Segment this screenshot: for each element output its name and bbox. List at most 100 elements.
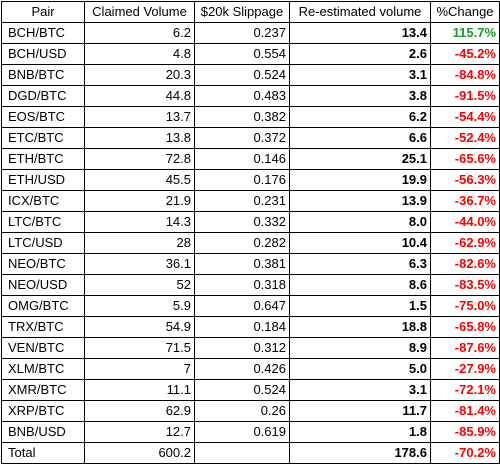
slippage-cell: 0.146 — [194, 148, 290, 170]
table-body: BCH/BTC 6.2 0.237 13.4 115.7% BCH/USD 4.8 0.554… — [1, 22, 500, 464]
pair-cell: BNB/USD — [1, 421, 85, 443]
reestimated-volume-cell: 6.3 — [289, 253, 431, 275]
reestimated-volume-cell: 6.2 — [289, 106, 431, 128]
reestimated-volume-cell: 3.1 — [289, 379, 431, 401]
reestimated-volume-cell: 8.0 — [289, 211, 431, 233]
claimed-volume-cell: 44.8 — [84, 85, 195, 107]
claimed-volume-cell: 72.8 — [84, 148, 195, 170]
change-cell: 115.7% — [430, 22, 500, 44]
change-cell: -36.7% — [430, 190, 500, 212]
claimed-volume-cell: 21.9 — [84, 190, 195, 212]
change-cell: -44.0% — [430, 211, 500, 233]
reestimated-volume-cell: 3.8 — [289, 85, 431, 107]
change-cell: -87.6% — [430, 337, 500, 359]
table-row: ETH/BTC 72.8 0.146 25.1 -65.6% — [1, 148, 500, 170]
slippage-cell: 0.237 — [194, 22, 290, 44]
header-reestimated-volume: Re-estimated volume — [289, 1, 431, 23]
slippage-cell: 0.524 — [194, 379, 290, 401]
slippage-cell: 0.647 — [194, 295, 290, 317]
slippage-cell: 0.26 — [194, 400, 290, 422]
pair-cell: NEO/BTC — [1, 253, 85, 275]
claimed-volume-cell: 11.1 — [84, 379, 195, 401]
pair-cell: NEO/USD — [1, 274, 85, 296]
table-row: LTC/USD 28 0.282 10.4 -62.9% — [1, 232, 500, 254]
change-cell: -81.4% — [430, 400, 500, 422]
table-row: XRP/BTC 62.9 0.26 11.7 -81.4% — [1, 400, 500, 422]
slippage-cell: 0.176 — [194, 169, 290, 191]
table-row: NEO/USD 52 0.318 8.6 -83.5% — [1, 274, 500, 296]
table-row: VEN/BTC 71.5 0.312 8.9 -87.6% — [1, 337, 500, 359]
change-cell: -52.4% — [430, 127, 500, 149]
claimed-volume-cell: 4.8 — [84, 43, 195, 65]
reestimated-volume-cell: 2.6 — [289, 43, 431, 65]
pair-cell: BCH/BTC — [1, 22, 85, 44]
pair-cell: ETH/BTC — [1, 148, 85, 170]
change-cell: -85.9% — [430, 421, 500, 443]
change-cell: -65.8% — [430, 316, 500, 338]
pair-cell: TRX/BTC — [1, 316, 85, 338]
table-row: OMG/BTC 5.9 0.647 1.5 -75.0% — [1, 295, 500, 317]
change-cell: -72.1% — [430, 379, 500, 401]
pair-cell: XMR/BTC — [1, 379, 85, 401]
slippage-cell: 0.372 — [194, 127, 290, 149]
table-row: ETH/USD 45.5 0.176 19.9 -56.3% — [1, 169, 500, 191]
change-cell: -45.2% — [430, 43, 500, 65]
pair-cell: XRP/BTC — [1, 400, 85, 422]
slippage-cell: 0.554 — [194, 43, 290, 65]
reestimated-volume-cell: 11.7 — [289, 400, 431, 422]
claimed-volume-cell: 20.3 — [84, 64, 195, 86]
claimed-volume-cell: 13.7 — [84, 106, 195, 128]
pair-cell: XLM/BTC — [1, 358, 85, 380]
change-cell: -82.6% — [430, 253, 500, 275]
pair-cell: BNB/BTC — [1, 64, 85, 86]
header-change: %Change — [430, 1, 500, 23]
change-cell: -27.9% — [430, 358, 500, 380]
header-claimed-volume: Claimed Volume — [84, 1, 195, 23]
reestimated-volume-cell: 8.6 — [289, 274, 431, 296]
pair-cell: LTC/BTC — [1, 211, 85, 233]
claimed-volume-cell: 5.9 — [84, 295, 195, 317]
slippage-cell: 0.524 — [194, 64, 290, 86]
table-row: BCH/USD 4.8 0.554 2.6 -45.2% — [1, 43, 500, 65]
change-cell: -75.0% — [430, 295, 500, 317]
slippage-cell: 0.184 — [194, 316, 290, 338]
reestimated-volume-cell: 5.0 — [289, 358, 431, 380]
claimed-volume-cell: 62.9 — [84, 400, 195, 422]
table-row: NEO/BTC 36.1 0.381 6.3 -82.6% — [1, 253, 500, 275]
slippage-cell: 0.318 — [194, 274, 290, 296]
table-row: BCH/BTC 6.2 0.237 13.4 115.7% — [1, 22, 500, 44]
slippage-cell: 0.619 — [194, 421, 290, 443]
slippage-cell: 0.381 — [194, 253, 290, 275]
change-cell: -62.9% — [430, 232, 500, 254]
table-row: EOS/BTC 13.7 0.382 6.2 -54.4% — [1, 106, 500, 128]
table-row: BNB/USD 12.7 0.619 1.8 -85.9% — [1, 421, 500, 443]
claimed-volume-cell: 6.2 — [84, 22, 195, 44]
pair-cell: VEN/BTC — [1, 337, 85, 359]
claimed-volume-cell: 7 — [84, 358, 195, 380]
table-row: XLM/BTC 7 0.426 5.0 -27.9% — [1, 358, 500, 380]
slippage-cell: 0.426 — [194, 358, 290, 380]
change-cell: -56.3% — [430, 169, 500, 191]
header-slippage: $20k Slippage — [194, 1, 290, 23]
pair-cell: EOS/BTC — [1, 106, 85, 128]
pair-cell: ETC/BTC — [1, 127, 85, 149]
slippage-cell: 0.483 — [194, 85, 290, 107]
reestimated-volume-cell: 18.8 — [289, 316, 431, 338]
change-cell: -91.5% — [430, 85, 500, 107]
claimed-volume-cell: 52 — [84, 274, 195, 296]
claimed-volume-cell: 45.5 — [84, 169, 195, 191]
claimed-volume-cell: 54.9 — [84, 316, 195, 338]
table-row: BNB/BTC 20.3 0.524 3.1 -84.8% — [1, 64, 500, 86]
table-row: DGD/BTC 44.8 0.483 3.8 -91.5% — [1, 85, 500, 107]
reestimated-volume-cell: 6.6 — [289, 127, 431, 149]
pair-cell: LTC/USD — [1, 232, 85, 254]
reestimated-volume-cell: 13.9 — [289, 190, 431, 212]
change-cell: -54.4% — [430, 106, 500, 128]
pair-cell: DGD/BTC — [1, 85, 85, 107]
table-row: XMR/BTC 11.1 0.524 3.1 -72.1% — [1, 379, 500, 401]
pair-cell: ICX/BTC — [1, 190, 85, 212]
slippage-cell: 0.332 — [194, 211, 290, 233]
reestimated-volume-cell: 19.9 — [289, 169, 431, 191]
pair-cell: ETH/USD — [1, 169, 85, 191]
